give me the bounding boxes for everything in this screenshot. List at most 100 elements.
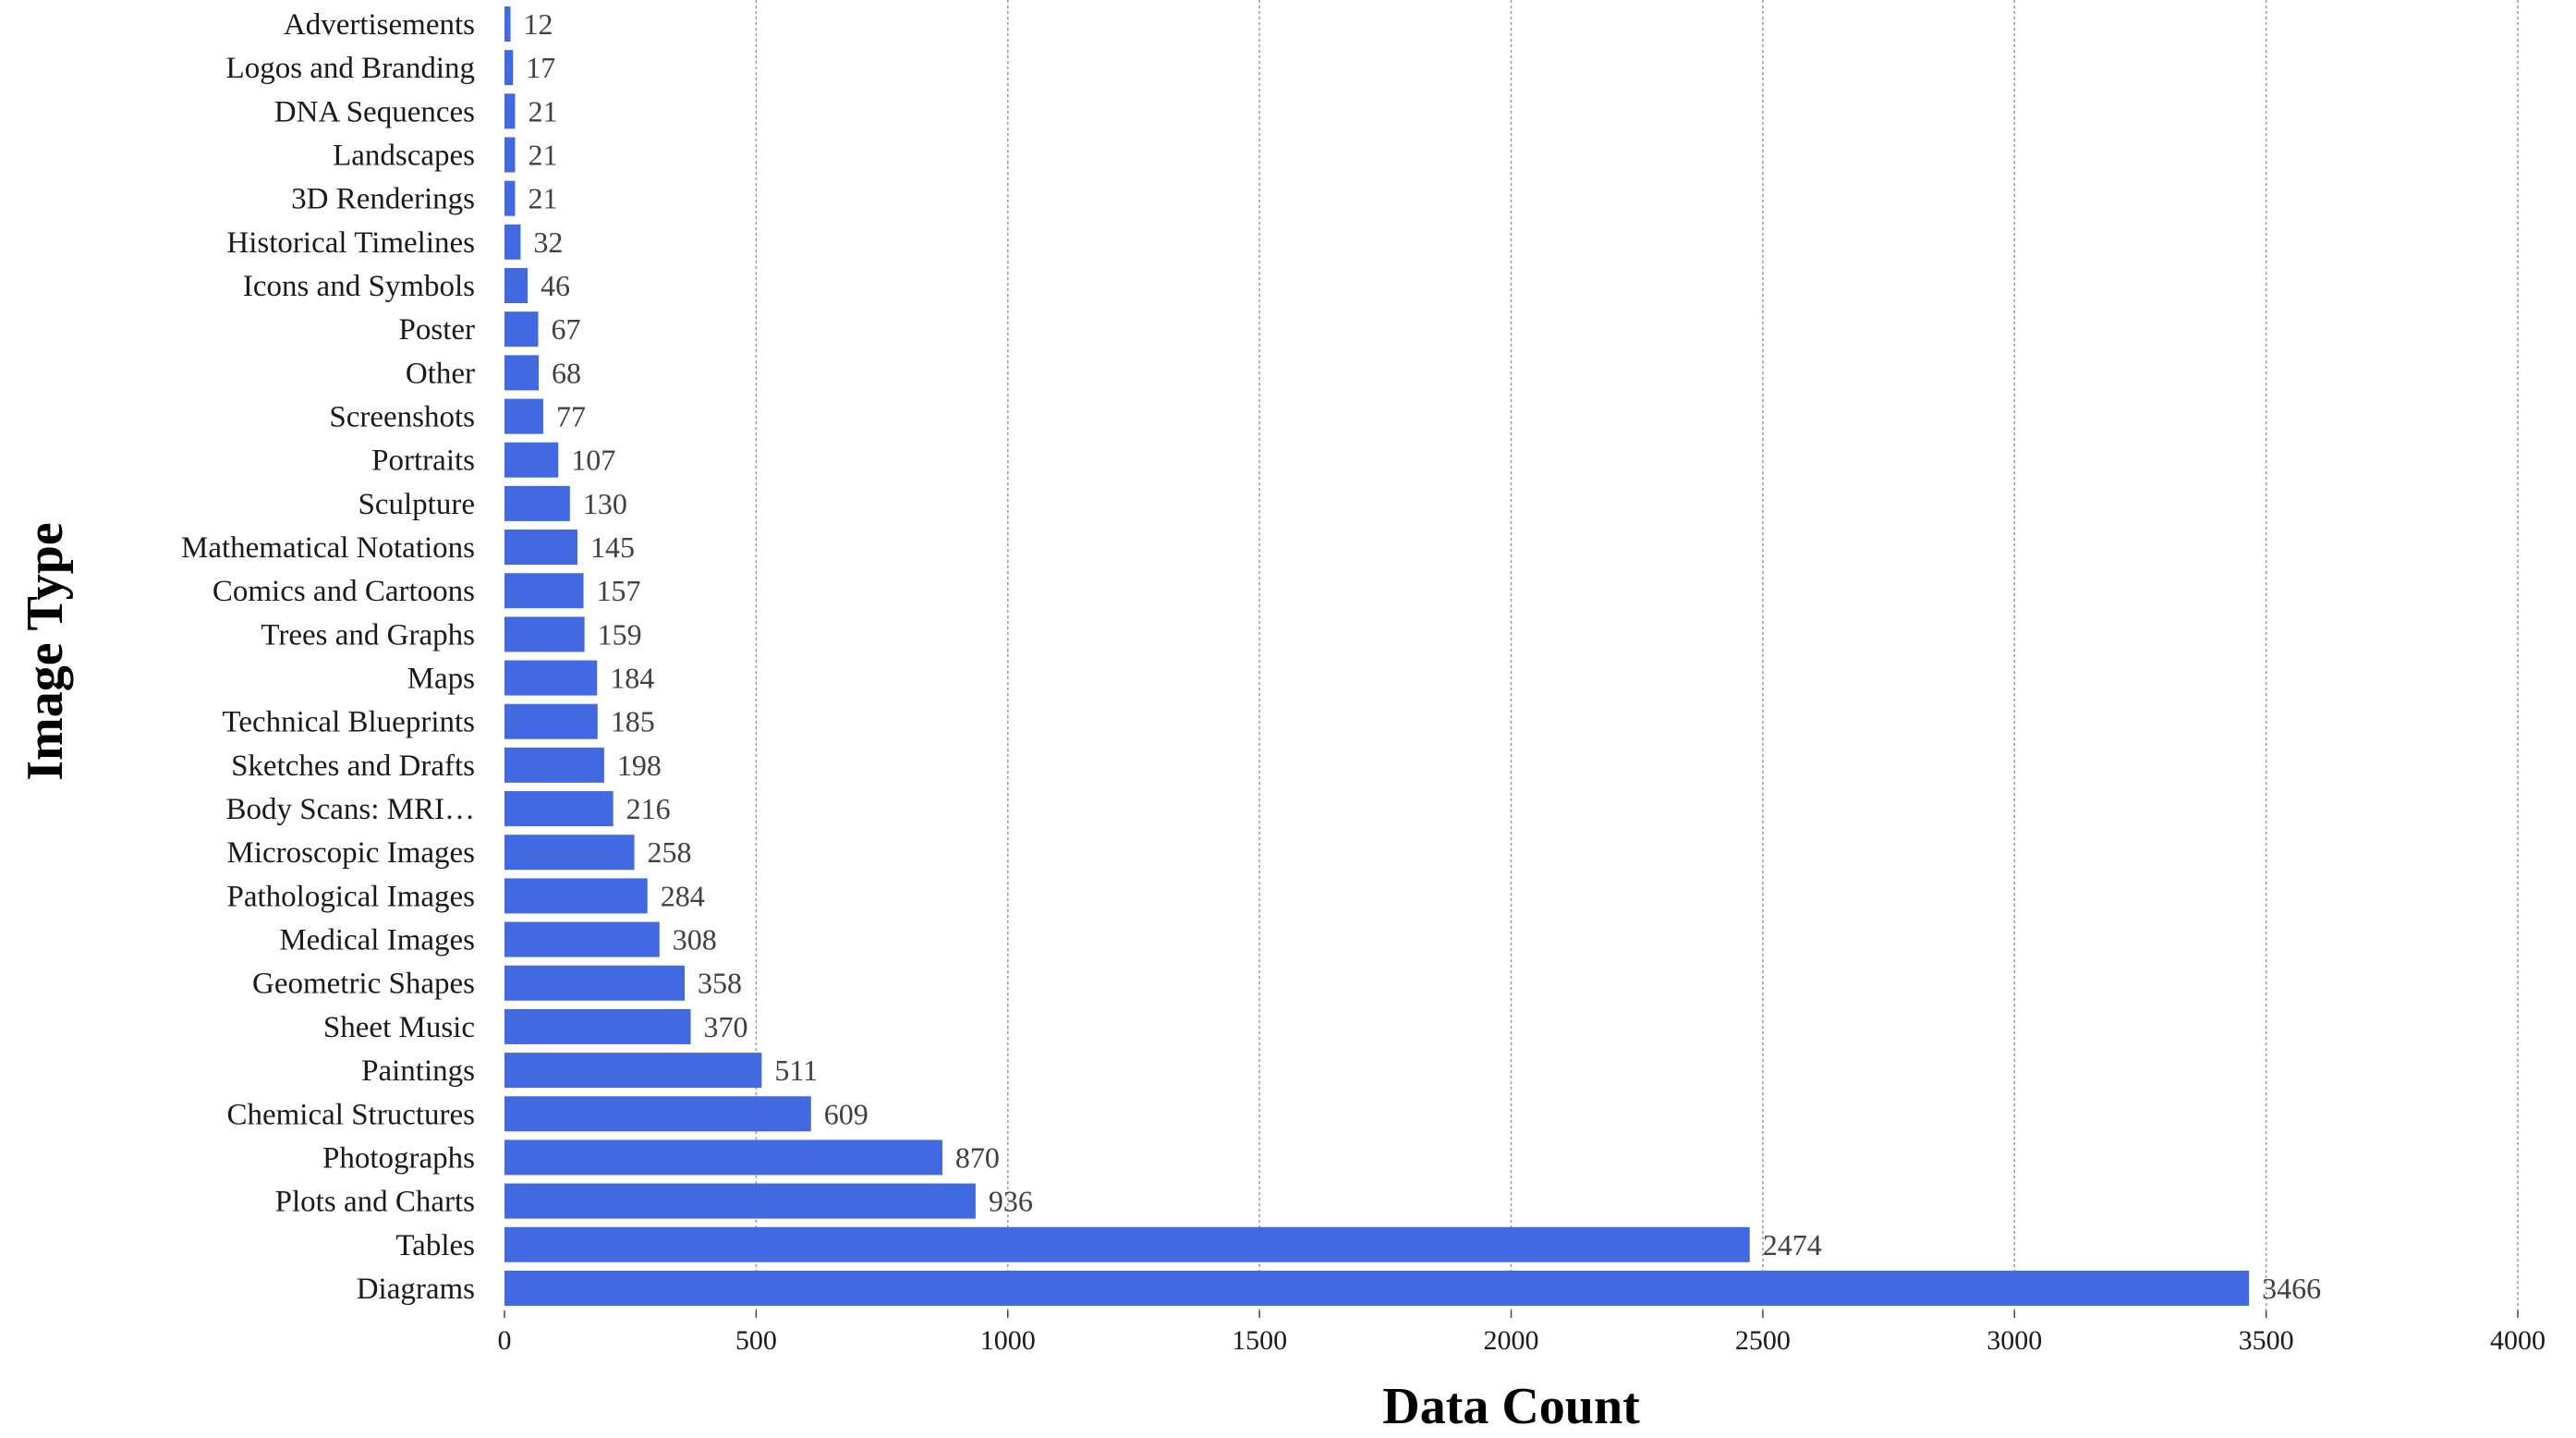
category-label: Geometric Shapes <box>252 968 475 1001</box>
category-label: Trees and Graphs <box>261 618 475 652</box>
value-label: 159 <box>598 617 642 651</box>
category-label: DNA Sequences <box>274 95 475 128</box>
bar <box>504 268 529 304</box>
category-label: Chemical Structures <box>226 1098 475 1131</box>
value-label: 107 <box>571 444 615 477</box>
x-axis-ticks: 0 500 1000 1500 2000 2500 3000 3500 4000 <box>498 1310 2546 1356</box>
bar <box>504 616 585 652</box>
value-label: 284 <box>661 879 705 912</box>
value-label: 216 <box>626 792 671 825</box>
x-axis-title: Data Count <box>1382 1378 1640 1435</box>
category-label: Sculpture <box>358 488 475 521</box>
category-label: Technical Blueprints <box>222 706 475 739</box>
bar <box>504 355 540 391</box>
bar <box>504 6 511 42</box>
value-label: 32 <box>533 225 563 259</box>
value-label: 198 <box>617 749 662 782</box>
bar <box>504 703 598 739</box>
value-label: 77 <box>556 400 586 433</box>
bar <box>504 1008 691 1044</box>
bar <box>504 485 570 521</box>
value-label: 870 <box>955 1140 1000 1174</box>
x-tick-label: 2500 <box>1735 1325 1791 1356</box>
category-label: Sheet Music <box>323 1011 475 1044</box>
value-label: 308 <box>673 923 717 957</box>
bar <box>504 224 521 260</box>
bar <box>504 965 686 1001</box>
bar <box>504 311 539 347</box>
value-label: 21 <box>528 94 557 128</box>
category-label: Screenshots <box>329 401 475 434</box>
value-label: 936 <box>989 1185 1033 1218</box>
bar <box>504 878 648 914</box>
bar <box>504 50 514 86</box>
bar <box>504 1096 811 1132</box>
category-label: Landscapes <box>333 140 475 173</box>
bar <box>504 660 598 696</box>
value-label: 21 <box>528 182 557 215</box>
category-label: Photographs <box>322 1141 475 1175</box>
bar <box>504 747 604 783</box>
bar <box>504 398 543 434</box>
category-label: Pathological Images <box>226 880 475 913</box>
x-tick-label: 0 <box>498 1325 512 1356</box>
value-label: 145 <box>590 530 635 564</box>
category-label: Sketches and Drafts <box>231 749 475 783</box>
category-label: Medical Images <box>279 924 475 957</box>
category-label: Icons and Symbols <box>243 270 475 303</box>
x-tick-label: 4000 <box>2490 1325 2546 1356</box>
x-tick-label: 3000 <box>1987 1325 2042 1356</box>
value-label: 358 <box>698 967 742 1000</box>
category-label: 3D Renderings <box>291 183 475 216</box>
category-label: Mathematical Notations <box>181 531 475 565</box>
value-label: 609 <box>824 1097 869 1130</box>
value-label: 258 <box>648 835 692 869</box>
bar <box>504 137 516 173</box>
value-label: 130 <box>583 487 627 520</box>
category-label: Poster <box>399 313 476 347</box>
category-label: Microscopic Images <box>227 836 476 870</box>
x-tick-label: 1500 <box>1232 1325 1287 1356</box>
x-tick-label: 1000 <box>980 1325 1036 1356</box>
value-label: 370 <box>704 1010 748 1043</box>
bar <box>504 1053 762 1089</box>
value-label: 46 <box>541 269 570 302</box>
bar <box>504 1183 976 1219</box>
bar <box>504 180 516 216</box>
bar <box>504 530 577 566</box>
value-label: 185 <box>611 705 655 738</box>
category-label: Portraits <box>371 445 475 478</box>
category-label: Advertisements <box>284 8 475 42</box>
value-label: 68 <box>552 356 581 389</box>
value-label: 2474 <box>1763 1228 1822 1261</box>
category-label: Body Scans: MRI… <box>225 793 475 826</box>
x-tick-label: 3500 <box>2239 1325 2294 1356</box>
value-label: 511 <box>774 1054 818 1087</box>
bar <box>504 93 516 129</box>
bar <box>504 1226 1750 1262</box>
grid-lines <box>755 0 2519 1310</box>
bar <box>504 1139 942 1176</box>
category-label: Maps <box>407 663 475 696</box>
value-labels: 12 17 21 21 21 32 46 67 68 77 107 130 145 157 159 184 18… <box>524 7 2322 1305</box>
category-labels: Advertisements Logos and Branding DNA Sequ… <box>181 8 475 1306</box>
value-label: 21 <box>528 139 557 172</box>
y-axis-title: Image Type <box>17 522 74 780</box>
bar <box>504 1270 2250 1306</box>
bars <box>504 6 2250 1306</box>
category-label: Comics and Cartoons <box>213 575 475 608</box>
category-label: Tables <box>395 1229 475 1262</box>
bar <box>504 921 660 957</box>
category-label: Logos and Branding <box>226 52 475 85</box>
category-label: Diagrams <box>357 1273 475 1306</box>
category-label: Historical Timelines <box>226 226 475 260</box>
bar <box>504 573 584 609</box>
category-label: Other <box>406 357 475 390</box>
value-label: 67 <box>551 312 580 346</box>
bar <box>504 442 559 478</box>
bar <box>504 791 614 827</box>
value-label: 157 <box>597 574 641 607</box>
category-label: Paintings <box>361 1054 475 1088</box>
